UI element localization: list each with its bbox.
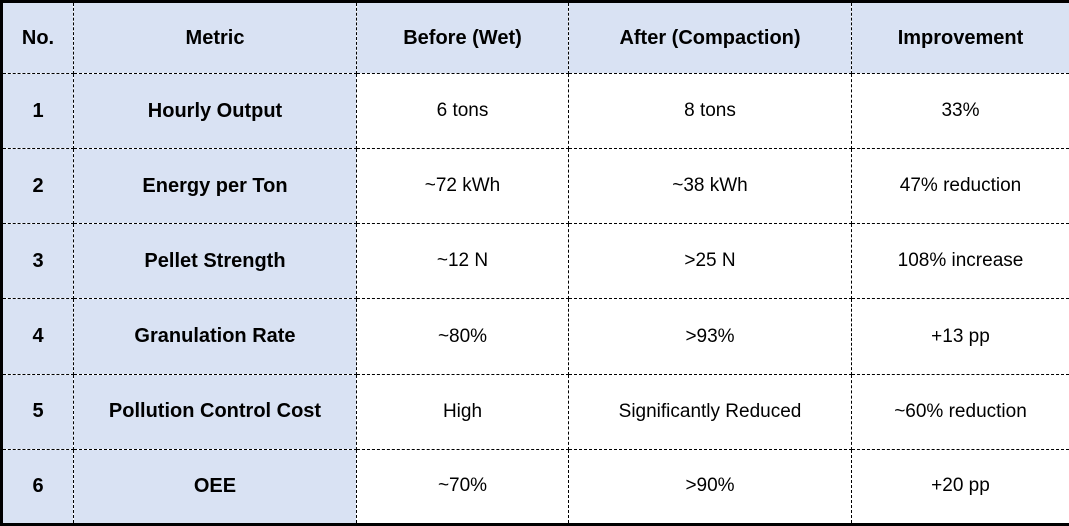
cell-improvement-value: 33% xyxy=(851,72,1069,150)
cell-after-value: >25 N xyxy=(568,223,852,300)
column-header-metric: Metric xyxy=(73,0,357,74)
cell-row-number: 1 xyxy=(0,72,74,150)
cell-improvement-value: ~60% reduction xyxy=(851,373,1069,450)
table-row: 5 Pollution Control Cost High Significan… xyxy=(0,373,1069,450)
cell-improvement-value: +13 pp xyxy=(851,298,1069,375)
cell-metric: Pollution Control Cost xyxy=(73,373,357,450)
cell-before-value: High xyxy=(356,373,569,450)
cell-before-value: 6 tons xyxy=(356,72,569,150)
column-header-no: No. xyxy=(0,0,74,74)
cell-metric: Hourly Output xyxy=(73,72,357,150)
cell-after-value: >90% xyxy=(568,448,852,526)
table-row: 3 Pellet Strength ~12 N >25 N 108% incre… xyxy=(0,223,1069,300)
cell-row-number: 4 xyxy=(0,298,74,375)
cell-metric: Granulation Rate xyxy=(73,298,357,375)
cell-before-value: ~12 N xyxy=(356,223,569,300)
cell-metric: Pellet Strength xyxy=(73,223,357,300)
cell-after-value: Significantly Reduced xyxy=(568,373,852,450)
cell-metric: Energy per Ton xyxy=(73,148,357,225)
cell-metric: OEE xyxy=(73,448,357,526)
cell-row-number: 5 xyxy=(0,373,74,450)
cell-after-value: >93% xyxy=(568,298,852,375)
cell-after-value: ~38 kWh xyxy=(568,148,852,225)
table-row: 2 Energy per Ton ~72 kWh ~38 kWh 47% red… xyxy=(0,148,1069,225)
table-row: 4 Granulation Rate ~80% >93% +13 pp xyxy=(0,298,1069,375)
cell-row-number: 2 xyxy=(0,148,74,225)
column-header-improvement: Improvement xyxy=(851,0,1069,74)
cell-row-number: 6 xyxy=(0,448,74,526)
cell-improvement-value: +20 pp xyxy=(851,448,1069,526)
cell-before-value: ~70% xyxy=(356,448,569,526)
cell-row-number: 3 xyxy=(0,223,74,300)
header-row: No. Metric Before (Wet) After (Compactio… xyxy=(0,0,1069,74)
cell-after-value: 8 tons xyxy=(568,72,852,150)
cell-before-value: ~72 kWh xyxy=(356,148,569,225)
cell-improvement-value: 108% increase xyxy=(851,223,1069,300)
table-row: 6 OEE ~70% >90% +20 pp xyxy=(0,448,1069,526)
cell-before-value: ~80% xyxy=(356,298,569,375)
column-header-after: After (Compaction) xyxy=(568,0,852,74)
cell-improvement-value: 47% reduction xyxy=(851,148,1069,225)
column-header-before: Before (Wet) xyxy=(356,0,569,74)
table-row: 1 Hourly Output 6 tons 8 tons 33% xyxy=(0,72,1069,150)
